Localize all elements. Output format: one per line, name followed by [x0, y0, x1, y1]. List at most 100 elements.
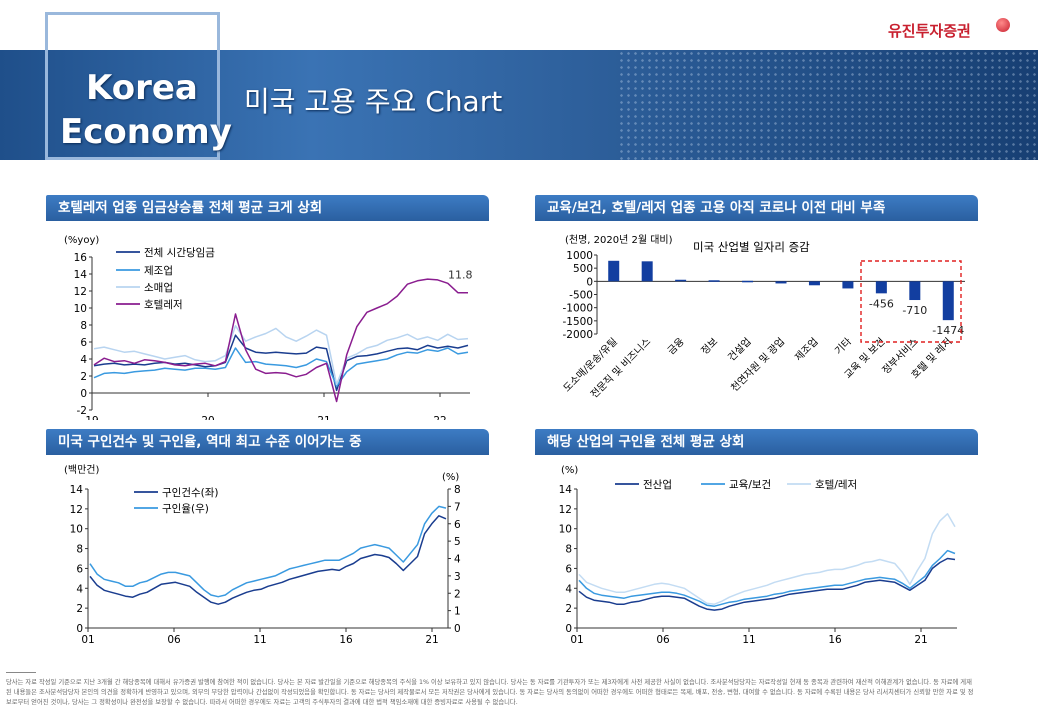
y-tick-label: 4 [76, 583, 83, 595]
series-line-1 [89, 505, 447, 598]
category-label: 건설업 [725, 335, 754, 364]
y-tick-label: 12 [559, 504, 572, 516]
y-tick-label: 8 [565, 544, 572, 556]
y-tick-label: 6 [565, 563, 572, 575]
x-tick-label: 21 [425, 634, 438, 646]
industry-jobs-chart: (천명, 2020년 2월 대비) 미국 산업별 일자리 증감 10005000… [560, 234, 965, 401]
data-label: -710 [902, 304, 927, 317]
y-tick-label: 6 [80, 337, 87, 349]
x-tick-label: 01 [81, 634, 94, 646]
company-logo: 유진투자증권 [888, 22, 971, 40]
category-label: 전문직 및 비즈니스 [588, 336, 653, 401]
brand-line-2: Economy [60, 112, 232, 152]
series-line-0 [89, 515, 447, 605]
category-label: 제조업 [792, 335, 821, 364]
legend-label: 전산업 [643, 478, 672, 491]
y-tick-label: 4 [80, 354, 87, 366]
legend-label: 구인건수(좌) [162, 487, 219, 499]
bar [808, 281, 820, 286]
y-tick-label: 12 [74, 286, 87, 298]
x-tick-label: 21 [317, 415, 330, 420]
highlight-box [860, 260, 962, 343]
chart2-ylabel: (천명, 2020년 2월 대비) [565, 234, 673, 246]
x-tick-label: 11 [253, 634, 266, 646]
bar [942, 281, 954, 321]
y2-tick-label: 6 [454, 519, 461, 531]
legend-label: 교육/보건 [729, 479, 771, 491]
x-tick-label: 22 [433, 415, 446, 420]
legend-label: 전체 시간당임금 [144, 246, 215, 259]
bar [708, 280, 720, 282]
y-tick-label: 8 [80, 320, 87, 332]
x-tick-label: 16 [339, 634, 353, 646]
legend-label: 호텔레저 [144, 299, 183, 311]
legend-label: 호텔/레저 [815, 479, 857, 491]
y-tick-label: -1500 [562, 316, 593, 328]
y-tick-label: -500 [569, 290, 593, 302]
disclaimer-line-3: 보로부터 얻어진 것이나, 당사는 그 정확성이나 완전성을 보장할 수 없습니… [6, 699, 518, 706]
y-tick-label: 14 [74, 269, 88, 281]
x-tick-label: 06 [656, 634, 670, 646]
y-tick-label: -2000 [562, 329, 593, 341]
series-line-1 [93, 347, 469, 387]
series-line-0 [578, 557, 956, 611]
bar [875, 281, 887, 294]
bar [608, 260, 620, 282]
y-tick-label: 12 [70, 504, 83, 516]
y-tick-label: 500 [573, 263, 593, 275]
y-tick-label: 10 [74, 303, 87, 315]
y-tick-label: 0 [586, 276, 593, 288]
y2-tick-label: 8 [454, 484, 461, 496]
industry-openings-rate-chart: (%) 14 12 10 8 6 4 2 0 01 06 11 16 21 전산업 교육/보건 호텔/레저 [559, 465, 957, 646]
legend-label: 소매업 [144, 281, 173, 294]
series-line-0 [93, 334, 469, 392]
y-tick-label: 0 [565, 623, 572, 635]
data-label: -456 [869, 297, 894, 310]
y2-tick-label: 1 [454, 606, 461, 618]
y-tick-label: 6 [76, 563, 83, 575]
bar [641, 261, 653, 282]
y-tick-label: 14 [70, 484, 84, 496]
y-tick-label: 4 [565, 583, 572, 595]
logo-emblem-icon [996, 18, 1010, 32]
bar [675, 279, 687, 282]
y-tick-label: 2 [76, 603, 83, 615]
x-tick-label: 11 [742, 634, 755, 646]
x-tick-label: 06 [167, 634, 181, 646]
series-line-1 [578, 549, 956, 607]
chart3-ylabel: (백만건) [64, 464, 100, 476]
y2-tick-label: 4 [454, 554, 461, 566]
x-tick-label: 01 [570, 634, 583, 646]
y-tick-label: 2 [565, 603, 572, 615]
panel1-title: 호텔레저 업종 임금상승률 전체 평균 크게 상회 [46, 195, 489, 221]
y-tick-label: 2 [80, 371, 87, 383]
data-label: -1474 [932, 324, 964, 337]
y-tick-label: 8 [76, 544, 83, 556]
y-tick-label: 1000 [566, 250, 593, 262]
series-line-2 [578, 513, 956, 605]
bar [909, 281, 921, 301]
y2-tick-label: 2 [454, 588, 461, 600]
footer-disclaimer: 당사는 자료 작성일 기준으로 지난 3개월 간 해당종목에 대해서 유가증권 … [6, 678, 1034, 708]
category-label: 천연자원 및 광업 [728, 335, 787, 394]
bar [775, 281, 787, 284]
category-label: 금융 [665, 336, 687, 358]
y-tick-label: 10 [70, 524, 83, 536]
legend-label: 구인율(우) [162, 503, 209, 515]
y2-tick-label: 5 [454, 536, 461, 548]
x-tick-label: 19 [85, 415, 98, 420]
chart1-annotation: 11.8 [448, 268, 473, 281]
footer-divider [6, 672, 36, 673]
y-tick-label: 16 [74, 252, 88, 264]
chart4-ylabel: (%) [561, 465, 578, 476]
y2-tick-label: 3 [454, 571, 461, 583]
chart1-ylabel: (%yoy) [64, 235, 99, 246]
y-tick-label: 14 [559, 484, 573, 496]
y-tick-label: 10 [559, 524, 572, 536]
y-tick-label: 0 [76, 623, 83, 635]
legend-label: 제조업 [144, 264, 173, 277]
chart2-title: 미국 산업별 일자리 증감 [693, 240, 810, 254]
series-line-2 [93, 325, 469, 386]
